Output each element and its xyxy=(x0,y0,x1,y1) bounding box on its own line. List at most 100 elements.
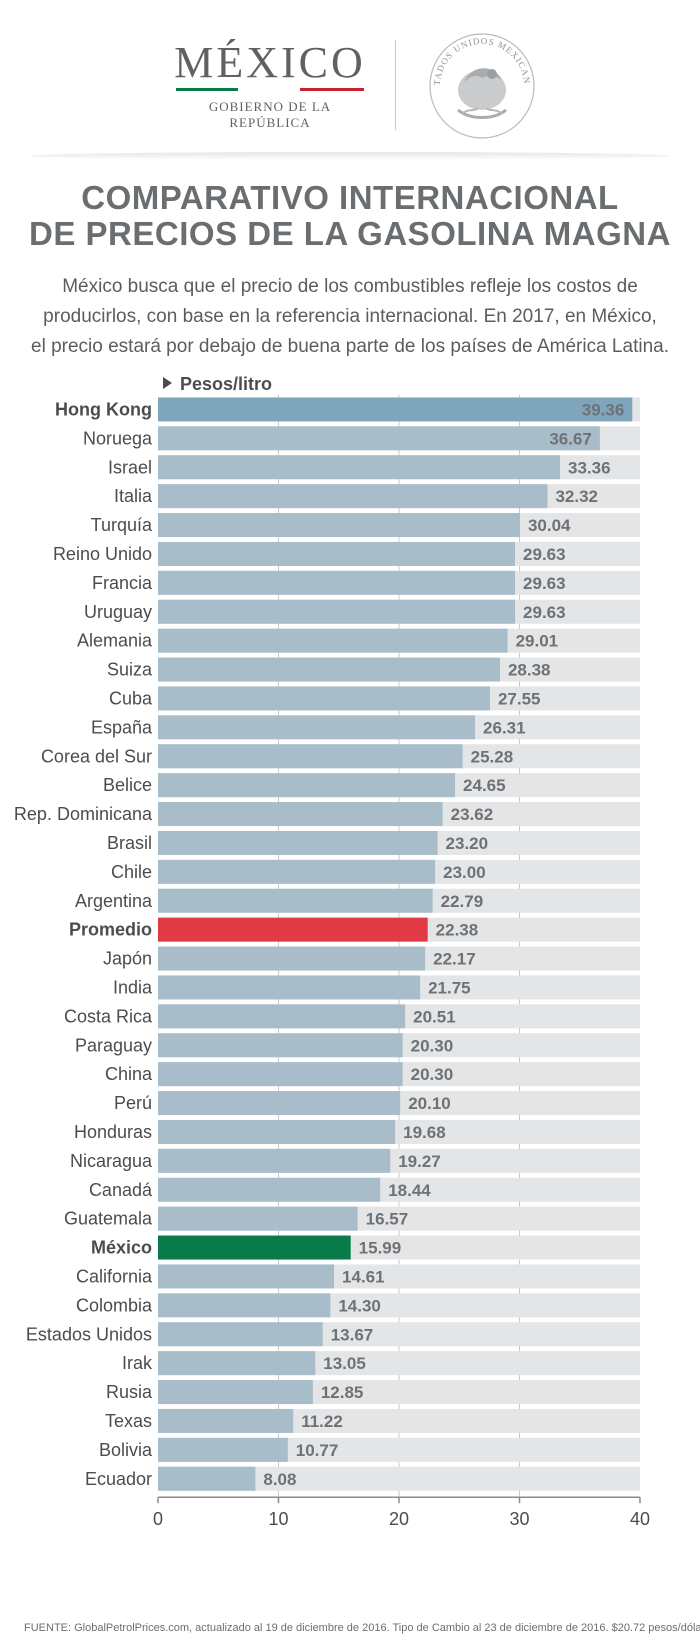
title-line-1: COMPARATIVO INTERNACIONAL xyxy=(81,179,619,216)
category-label: California xyxy=(76,1266,153,1286)
bar-chart: Hong Kong 39.36 Noruega 36.67 Israel 33.36 Ita… xyxy=(14,395,650,1529)
bar xyxy=(158,830,438,855)
bar xyxy=(158,513,520,538)
category-label: Francia xyxy=(92,573,153,593)
bar xyxy=(158,1437,288,1462)
subtitle-line-1: México busca que el precio de los combus… xyxy=(62,276,638,297)
value-label: 21.75 xyxy=(428,978,471,997)
value-label: 14.30 xyxy=(338,1296,381,1315)
value-label: 30.04 xyxy=(528,516,571,535)
category-label: Promedio xyxy=(69,920,152,940)
category-label: Ecuador xyxy=(85,1469,152,1489)
bar xyxy=(158,1148,391,1173)
value-label: 20.30 xyxy=(411,1065,454,1084)
category-label: México xyxy=(91,1238,152,1258)
flag-rule xyxy=(176,88,364,91)
bar xyxy=(158,946,426,971)
bar xyxy=(158,1206,358,1231)
category-label: Guatemala xyxy=(64,1209,153,1229)
bar xyxy=(158,715,476,740)
value-label: 28.38 xyxy=(508,661,551,680)
bar xyxy=(158,628,508,653)
value-label: 23.00 xyxy=(443,863,486,882)
value-label: 10.77 xyxy=(296,1441,339,1460)
category-label: Argentina xyxy=(75,891,153,911)
value-label: 36.67 xyxy=(549,429,592,448)
bar xyxy=(158,426,600,451)
category-label: Honduras xyxy=(74,1122,152,1142)
value-label: 8.08 xyxy=(263,1470,296,1489)
value-label: 29.63 xyxy=(523,574,566,593)
bar xyxy=(158,1235,351,1260)
bar xyxy=(158,1119,396,1144)
bar xyxy=(158,1091,401,1116)
x-tick-label: 30 xyxy=(509,1509,529,1529)
header: MÉXICO GOBIERNO DE LA REPÚBLICA ESTADOS … xyxy=(0,0,700,160)
coat-of-arms-seal-icon: ESTADOS UNIDOS MEXICANOS xyxy=(422,24,535,139)
bar xyxy=(158,888,433,913)
bar xyxy=(158,1004,406,1029)
value-label: 24.65 xyxy=(463,776,506,795)
value-label: 22.38 xyxy=(436,921,479,940)
category-label: Irak xyxy=(122,1353,153,1373)
bar xyxy=(158,773,456,798)
play-arrow-icon xyxy=(163,377,172,389)
value-label: 15.99 xyxy=(359,1239,402,1258)
category-label: Texas xyxy=(105,1411,152,1431)
value-label: 13.67 xyxy=(331,1325,374,1344)
bar xyxy=(158,1351,316,1376)
value-label: 12.85 xyxy=(321,1383,364,1402)
unit-label-text: Pesos/litro xyxy=(180,374,273,394)
bar xyxy=(158,744,463,769)
bar xyxy=(158,599,516,624)
bar xyxy=(158,975,421,1000)
brand-wordmark: MÉXICO xyxy=(174,38,366,87)
government-logo: MÉXICO GOBIERNO DE LA REPÚBLICA xyxy=(170,40,370,131)
category-label: Colombia xyxy=(76,1295,153,1315)
category-label: Suiza xyxy=(107,660,153,680)
bar xyxy=(158,1264,335,1289)
category-label: Japón xyxy=(103,949,152,969)
x-tick-label: 20 xyxy=(389,1509,409,1529)
subtitle-line-2: producirlos, con base en la referencia i… xyxy=(43,306,657,327)
value-label: 27.55 xyxy=(498,689,541,708)
chart-title: COMPARATIVO INTERNACIONAL DE PRECIOS DE … xyxy=(0,180,700,252)
bar xyxy=(158,1177,381,1202)
value-label: 29.63 xyxy=(523,545,566,564)
category-label: China xyxy=(105,1064,153,1084)
bar xyxy=(158,1408,294,1433)
value-label: 22.79 xyxy=(441,892,484,911)
category-label: Israel xyxy=(108,457,152,477)
value-label: 26.31 xyxy=(483,718,526,737)
category-label: Italia xyxy=(114,486,153,506)
bar xyxy=(158,397,633,422)
bar xyxy=(158,686,490,711)
bar xyxy=(158,802,443,827)
bar xyxy=(158,1380,313,1405)
category-label: España xyxy=(91,717,153,737)
value-label: 39.36 xyxy=(582,400,625,419)
category-label: Hong Kong xyxy=(55,399,152,419)
value-label: 23.62 xyxy=(451,805,494,824)
source-footnote: FUENTE: GlobalPetrolPrices.com, actualiz… xyxy=(24,1622,700,1634)
header-divider xyxy=(395,40,396,130)
value-label: 18.44 xyxy=(388,1181,431,1200)
category-label: India xyxy=(113,977,153,997)
category-label: Uruguay xyxy=(84,602,152,622)
category-label: Belice xyxy=(103,775,152,795)
x-tick-label: 10 xyxy=(268,1509,288,1529)
header-shadow xyxy=(30,152,670,160)
category-label: Rep. Dominicana xyxy=(14,804,153,824)
x-tick-label: 0 xyxy=(153,1509,163,1529)
category-label: Perú xyxy=(114,1093,152,1113)
bar xyxy=(158,541,516,566)
category-label: Rusia xyxy=(106,1382,153,1402)
chart-subtitle: México busca que el precio de los combus… xyxy=(20,272,680,362)
bar xyxy=(158,917,428,942)
value-label: 29.63 xyxy=(523,603,566,622)
bar xyxy=(158,1293,331,1318)
category-label: Paraguay xyxy=(75,1035,152,1055)
bar xyxy=(158,455,560,480)
category-label: Nicaragua xyxy=(70,1151,153,1171)
value-label: 23.20 xyxy=(446,834,489,853)
